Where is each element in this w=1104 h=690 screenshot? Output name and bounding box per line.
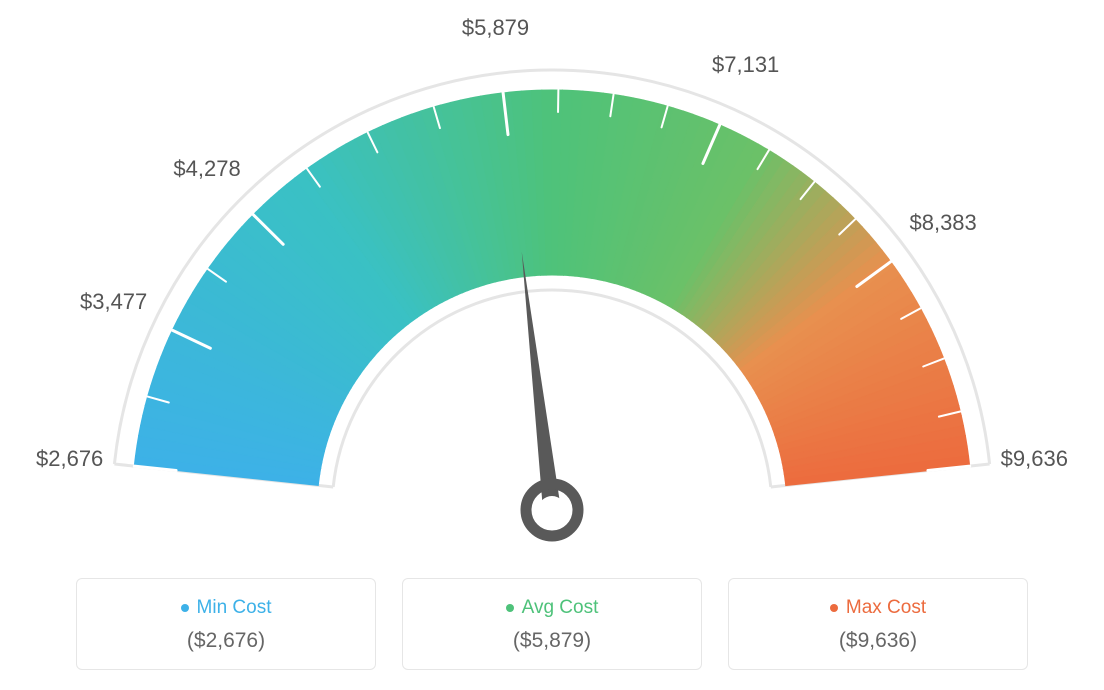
gauge-container: $2,676 $3,477 $4,278 $5,879 $7,131 $8,383 $9,6… [0,0,1104,560]
legend-card-avg: Avg Cost ($5,879) [402,578,702,670]
gauge-tick-label: $4,278 [173,156,240,182]
legend-card-max: Max Cost ($9,636) [728,578,1028,670]
gauge-tick-label: $2,676 [36,446,103,472]
legend-title-min: Min Cost [181,597,272,619]
gauge-tick-label: $9,636 [1001,446,1068,472]
legend-label-max: Max Cost [846,597,926,619]
legend-card-min: Min Cost ($2,676) [76,578,376,670]
gauge-tick-label: $8,383 [909,210,976,236]
legend-label-min: Min Cost [197,597,272,619]
legend-value-avg: ($5,879) [413,629,691,653]
legend-label-avg: Avg Cost [522,597,599,619]
legend-title-avg: Avg Cost [506,597,599,619]
legend-value-min: ($2,676) [87,629,365,653]
legend-dot-max [830,604,838,612]
legend-dot-avg [506,604,514,612]
legend-row: Min Cost ($2,676) Avg Cost ($5,879) Max … [76,578,1028,670]
gauge-tick-label: $7,131 [712,52,779,78]
gauge-svg [22,30,1082,590]
legend-title-max: Max Cost [830,597,926,619]
gauge-tick-label: $5,879 [462,15,529,41]
legend-value-max: ($9,636) [739,629,1017,653]
legend-dot-min [181,604,189,612]
gauge-tick-label: $3,477 [80,289,147,315]
